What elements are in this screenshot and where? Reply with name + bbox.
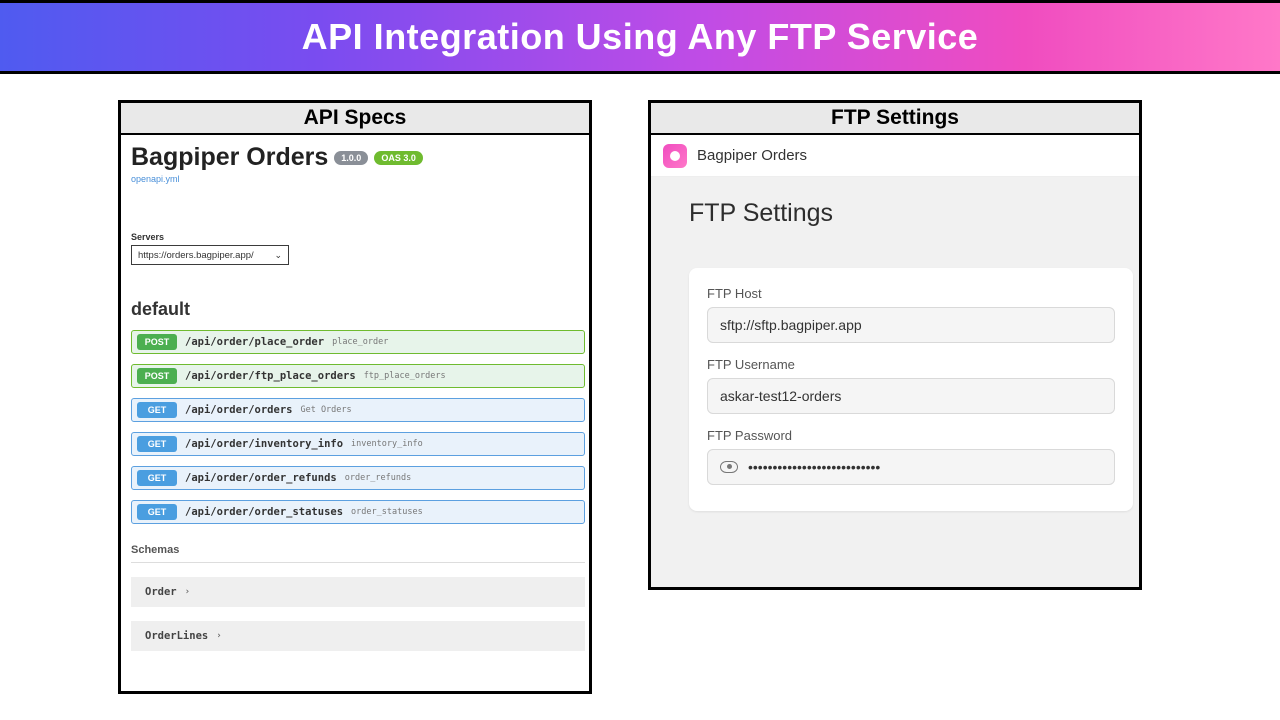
title-banner: API Integration Using Any FTP Service (0, 0, 1280, 74)
operation-id: order_refunds (345, 473, 412, 483)
operation-id: Get Orders (300, 405, 351, 415)
operation-id: inventory_info (351, 439, 423, 449)
operation-id: ftp_place_orders (364, 371, 446, 381)
endpoint-row[interactable]: POST/api/order/ftp_place_orders ftp_place… (131, 364, 585, 388)
endpoint-path: /api/order/order_refunds (185, 472, 337, 484)
servers-label: Servers (131, 232, 585, 242)
ftp-host-label: FTP Host (707, 286, 1115, 301)
endpoint-row[interactable]: POST/api/order/place_order place_order (131, 330, 585, 354)
chevron-right-icon: › (185, 587, 190, 597)
http-method-badge: GET (137, 504, 177, 520)
spec-file-link[interactable]: openapi.yml (131, 174, 585, 184)
api-title: Bagpiper Orders (131, 143, 328, 172)
endpoint-path: /api/order/inventory_info (185, 438, 343, 450)
endpoint-row[interactable]: GET/api/order/order_refunds order_refunds (131, 466, 585, 490)
endpoint-row[interactable]: GET/api/order/inventory_info inventory_in… (131, 432, 585, 456)
endpoint-row[interactable]: GET/api/order/orders Get Orders (131, 398, 585, 422)
api-specs-panel: API Specs Bagpiper Orders 1.0.0 OAS 3.0 … (118, 100, 592, 694)
ftp-password-label: FTP Password (707, 428, 1115, 443)
http-method-badge: GET (137, 436, 177, 452)
endpoint-path: /api/order/ftp_place_orders (185, 370, 356, 382)
endpoint-path: /api/order/orders (185, 404, 292, 416)
schema-item[interactable]: Order› (131, 577, 585, 607)
eye-icon[interactable] (720, 461, 738, 473)
endpoint-path: /api/order/place_order (185, 336, 324, 348)
operation-id: place_order (332, 337, 388, 347)
http-method-badge: POST (137, 334, 177, 350)
chevron-down-icon: ⌄ (274, 250, 282, 261)
page-title: API Integration Using Any FTP Service (302, 16, 979, 58)
http-method-badge: GET (137, 470, 177, 486)
ftp-username-label: FTP Username (707, 357, 1115, 372)
http-method-badge: GET (137, 402, 177, 418)
endpoint-path: /api/order/order_statuses (185, 506, 343, 518)
api-specs-header: API Specs (121, 103, 589, 135)
ftp-settings-header: FTP Settings (651, 103, 1139, 135)
ftp-form-card: FTP Host sftp://sftp.bagpiper.app FTP Us… (689, 268, 1133, 511)
operation-id: order_statuses (351, 507, 423, 517)
ftp-username-input[interactable]: askar-test12-orders (707, 378, 1115, 414)
schemas-label: Schemas (131, 544, 585, 563)
ftp-host-input[interactable]: sftp://sftp.bagpiper.app (707, 307, 1115, 343)
ftp-password-input[interactable]: ••••••••••••••••••••••••••• (707, 449, 1115, 485)
ftp-heading: FTP Settings (689, 199, 1139, 228)
app-name: Bagpiper Orders (697, 147, 807, 164)
version-badge: 1.0.0 (334, 151, 368, 165)
oas-badge: OAS 3.0 (374, 151, 423, 165)
endpoint-row[interactable]: GET/api/order/order_statuses order_status… (131, 500, 585, 524)
chevron-right-icon: › (216, 631, 221, 641)
ftp-settings-panel: FTP Settings Bagpiper Orders FTP Setting… (648, 100, 1142, 590)
http-method-badge: POST (137, 368, 177, 384)
app-icon (663, 144, 687, 168)
server-selector[interactable]: https://orders.bagpiper.app/ ⌄ (131, 245, 289, 265)
schema-item[interactable]: OrderLines› (131, 621, 585, 651)
server-url: https://orders.bagpiper.app/ (138, 250, 254, 261)
tag-section[interactable]: default (131, 299, 585, 322)
